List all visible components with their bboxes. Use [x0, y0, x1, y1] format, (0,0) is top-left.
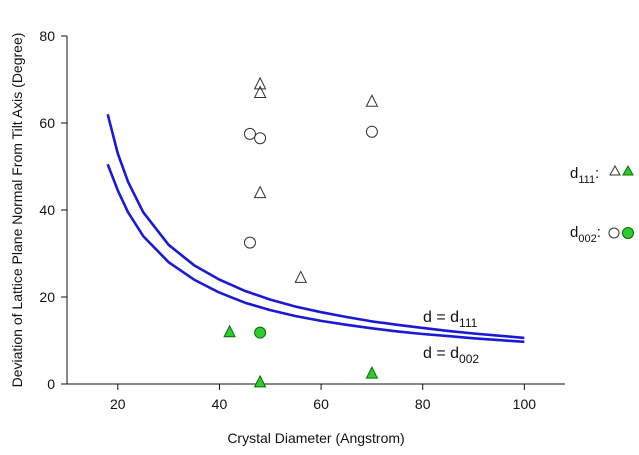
legend-label-d111-sub: 111	[578, 174, 595, 186]
curve-label-d002-main: d = d	[423, 345, 459, 362]
y-tick-label: 80	[39, 28, 55, 44]
curve-label-d111-sub: 111	[459, 316, 478, 330]
y-tick-label: 20	[39, 289, 55, 305]
y-tick-label: 0	[47, 376, 55, 392]
legend-label-d111: d111:	[570, 165, 599, 186]
filled-triangle-marker	[253, 374, 267, 388]
legend: d111: d002:	[570, 164, 634, 245]
legend-open-triangle-icon	[609, 164, 621, 176]
x-axis-title: Crystal Diameter (Angstrom)	[227, 430, 404, 446]
filled-circle-marker	[254, 326, 267, 339]
axis-tick-labels: 20 40 60 80 100 0 20 40 60 80	[39, 28, 536, 412]
y-tick-label: 40	[39, 202, 55, 218]
x-tick-label: 100	[513, 396, 537, 412]
legend-label-d002-main: d	[570, 224, 578, 241]
open-triangle-marker	[253, 76, 267, 90]
curve-label-d002: d = d002	[423, 345, 479, 366]
open-triangle-marker	[253, 85, 267, 99]
open-circle-marker	[243, 236, 256, 249]
curve-label-d111-main: d = d	[423, 309, 459, 326]
legend-label-d002-sub: 002	[578, 233, 596, 245]
open-triangle-marker	[365, 94, 379, 107]
x-tick-label: 60	[313, 396, 329, 412]
filled-triangle-marker	[365, 366, 379, 379]
legend-filled-triangle-icon	[622, 164, 634, 176]
legend-label-d002: d002:	[570, 224, 601, 245]
x-tick-label: 20	[110, 396, 126, 412]
open-triangle-marker	[253, 185, 267, 199]
curve-line-111	[106, 113, 525, 340]
open-circle-marker	[243, 127, 256, 140]
open-triangle-marker	[294, 270, 308, 283]
legend-label-d002-colon: :	[597, 224, 601, 241]
x-tick-label: 40	[212, 396, 228, 412]
legend-open-circle-icon	[608, 227, 620, 239]
markers	[223, 76, 379, 388]
legend-label-d111-colon: :	[595, 165, 599, 182]
open-circle-marker	[365, 125, 378, 138]
curve-line-002	[106, 163, 525, 344]
curve-label-d002-sub: 002	[459, 352, 479, 366]
legend-label-d111-main: d	[570, 165, 578, 182]
x-tick-label: 80	[415, 396, 431, 412]
y-tick-label: 60	[39, 115, 55, 131]
curves	[106, 113, 525, 344]
legend-filled-circle-icon	[622, 227, 634, 239]
axis-ticks	[61, 35, 525, 390]
y-axis-title: Deviation of Lattice Plane Normal From T…	[9, 33, 25, 388]
curve-label-d111: d = d111	[423, 309, 478, 330]
filled-triangle-marker	[223, 324, 236, 338]
open-circle-marker	[254, 132, 267, 145]
